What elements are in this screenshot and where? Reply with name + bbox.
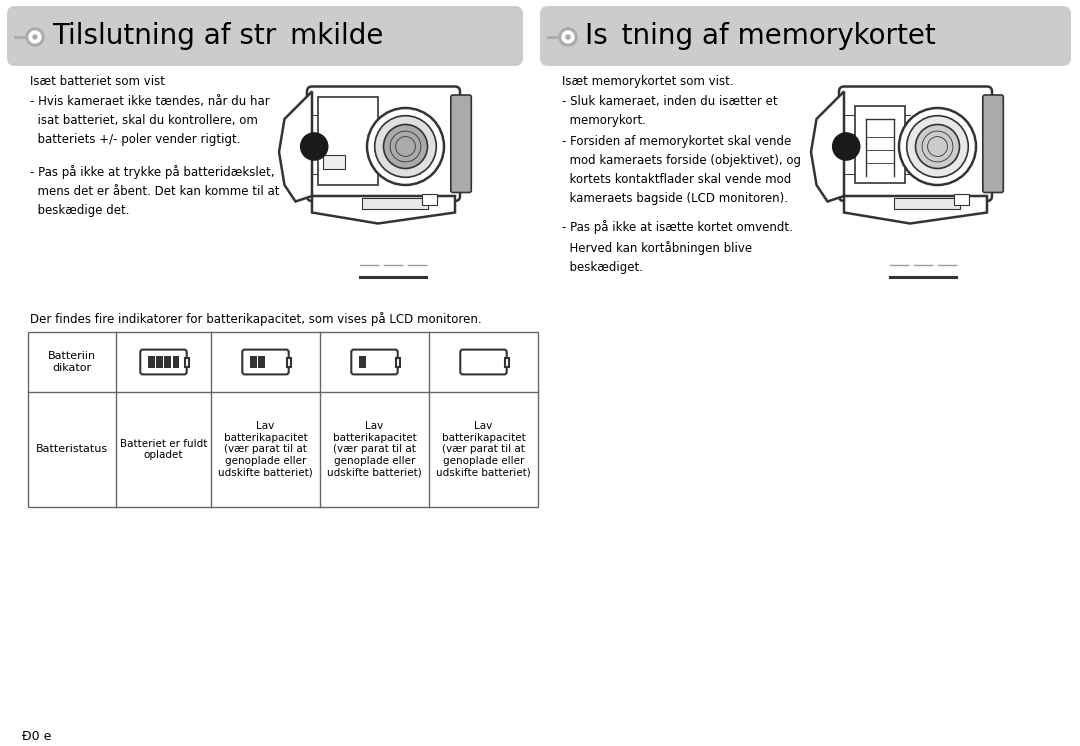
Bar [148, 356, 154, 369]
Bar [504, 357, 509, 366]
Text: Batteristatus: Batteristatus [36, 445, 108, 454]
Bar [360, 356, 365, 369]
FancyBboxPatch shape [6, 6, 523, 66]
Bar [893, 198, 959, 209]
FancyBboxPatch shape [307, 87, 460, 201]
Text: Lav
batterikapacitet
(vær parat til at
genoplade eller
udskifte batteriet): Lav batterikapacitet (vær parat til at g… [327, 421, 422, 477]
Bar [164, 356, 171, 369]
Bar [28, 332, 538, 507]
Circle shape [300, 132, 328, 161]
Text: Lav
batterikapacitet
(vær parat til at
genoplade eller
udskifte batteriet): Lav batterikapacitet (vær parat til at g… [436, 421, 531, 477]
Bar [323, 155, 345, 169]
Bar [855, 106, 905, 183]
Circle shape [367, 108, 444, 185]
Text: Isæt memorykortet som vist.: Isæt memorykortet som vist. [562, 75, 733, 88]
Circle shape [899, 108, 976, 185]
Polygon shape [811, 92, 843, 201]
Bar [258, 356, 265, 369]
Text: - Sluk kameraet, inden du isætter et
  memorykort.: - Sluk kameraet, inden du isætter et mem… [562, 95, 778, 127]
FancyBboxPatch shape [351, 350, 397, 374]
Text: - Hvis kameraet ikke tændes, når du har
  isat batteriet, skal du kontrollere, o: - Hvis kameraet ikke tændes, når du har … [30, 95, 270, 146]
Text: Is tning af memorykortet: Is tning af memorykortet [585, 22, 935, 50]
Text: Ð0 e: Ð0 e [22, 730, 52, 743]
Circle shape [559, 28, 577, 46]
Bar [422, 194, 437, 205]
Text: - Pas på ikke at trykke på batteridækslet,
  mens det er åbent. Det kan komme ti: - Pas på ikke at trykke på batteridæksle… [30, 165, 280, 217]
FancyBboxPatch shape [839, 87, 993, 201]
FancyBboxPatch shape [983, 95, 1003, 192]
Circle shape [566, 35, 570, 39]
Bar [251, 356, 257, 369]
Circle shape [562, 31, 573, 43]
Bar [157, 356, 163, 369]
Polygon shape [843, 196, 987, 224]
Text: - Pas på ikke at isætte kortet omvendt.
  Herved kan kortåbningen blive
  beskæd: - Pas på ikke at isætte kortet omvendt. … [562, 220, 793, 274]
Circle shape [383, 125, 428, 169]
Text: Isæt batteriet som vist: Isæt batteriet som vist [30, 75, 165, 88]
Bar [286, 357, 292, 366]
Text: - Forsiden af memorykortet skal vende
  mod kameraets forside (objektivet), og
 : - Forsiden af memorykortet skal vende mo… [562, 135, 801, 205]
Text: Der findes fire indikatorer for batterikapacitet, som vises på LCD monitoren.: Der findes fire indikatorer for batterik… [30, 312, 482, 326]
Bar [395, 357, 401, 366]
Circle shape [29, 31, 41, 43]
Polygon shape [279, 92, 312, 201]
Circle shape [26, 28, 44, 46]
Circle shape [916, 125, 959, 169]
FancyBboxPatch shape [450, 95, 471, 192]
Text: Tilslutning af str mkilde: Tilslutning af str mkilde [52, 22, 383, 50]
Circle shape [832, 132, 861, 161]
FancyBboxPatch shape [540, 6, 1071, 66]
Bar [954, 194, 970, 205]
Circle shape [907, 116, 969, 178]
FancyBboxPatch shape [460, 350, 507, 374]
Circle shape [33, 35, 37, 39]
Bar [185, 357, 189, 366]
FancyBboxPatch shape [140, 350, 187, 374]
Circle shape [375, 116, 436, 178]
Text: Batteriin
dikator: Batteriin dikator [48, 351, 96, 373]
Bar [173, 356, 179, 369]
Text: Batteriet er fuldt
opladet: Batteriet er fuldt opladet [120, 439, 207, 460]
Bar [362, 198, 428, 209]
Polygon shape [312, 196, 455, 224]
Text: Lav
batterikapacitet
(vær parat til at
genoplade eller
udskifte batteriet): Lav batterikapacitet (vær parat til at g… [218, 421, 313, 477]
Bar [318, 97, 378, 185]
FancyBboxPatch shape [242, 350, 288, 374]
